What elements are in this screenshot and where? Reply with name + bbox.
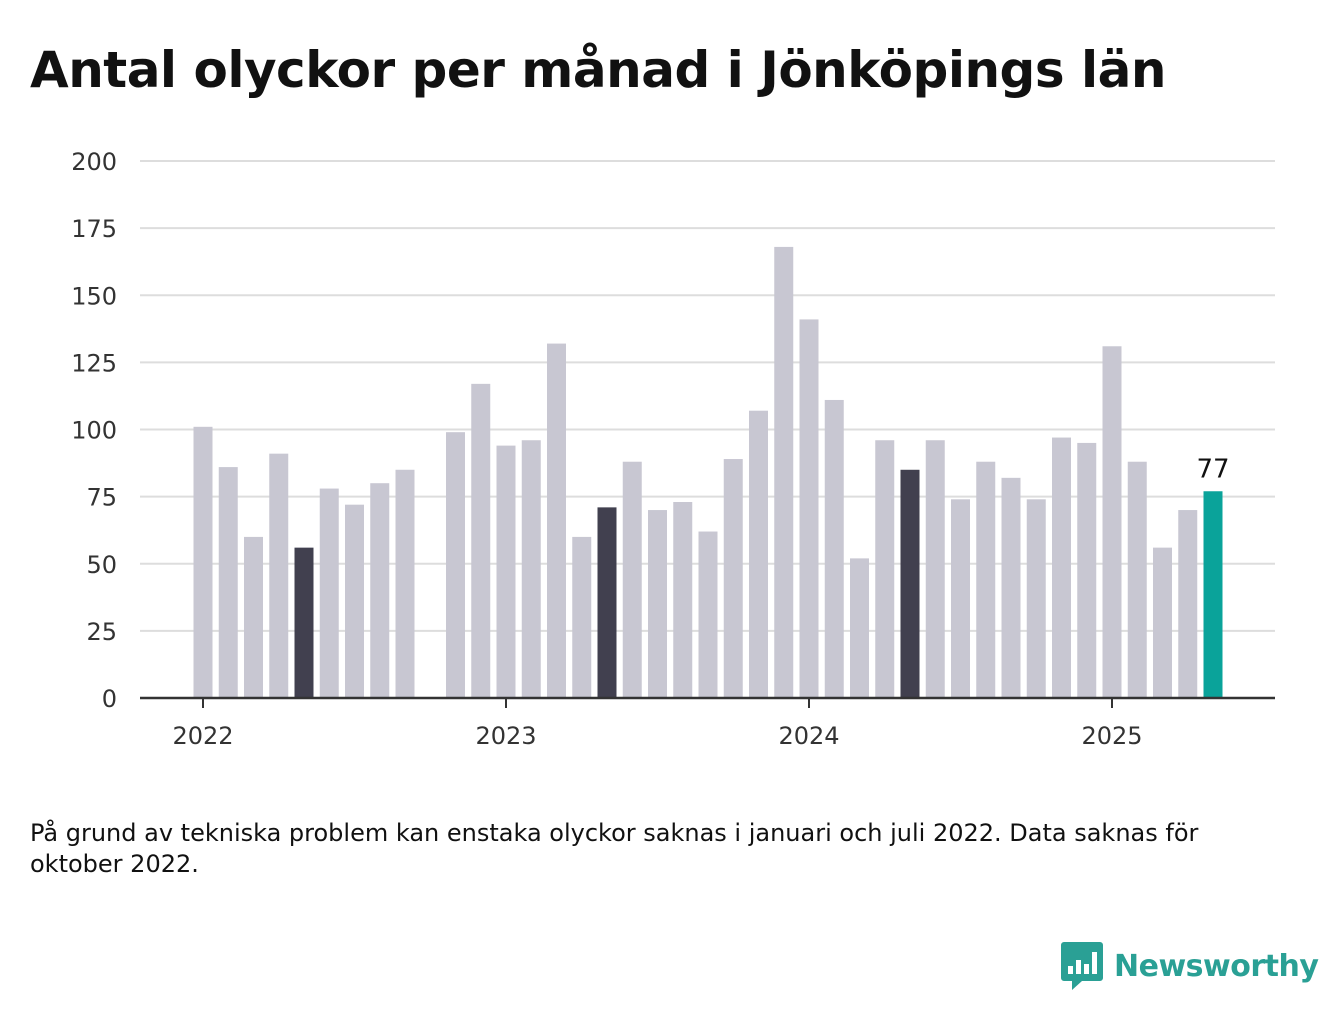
bar-2024-03 — [850, 558, 869, 698]
bar-2022-09 — [395, 469, 415, 698]
bar-2024-04 — [875, 440, 895, 698]
y-tick-label: 150 — [71, 282, 117, 310]
bar-2023-10 — [723, 459, 743, 698]
page-title: Antal olyckor per månad i Jönköpings län — [30, 41, 1166, 99]
bar-2022-04 — [269, 453, 289, 698]
bar-2024-02 — [824, 399, 844, 698]
bar-2022-06 — [319, 488, 339, 698]
bar-2022-05 — [294, 547, 314, 698]
bar-2022-07 — [345, 504, 364, 698]
y-tick-label: 75 — [86, 484, 117, 512]
y-tick-label: 125 — [71, 349, 117, 377]
bar-2022-12 — [471, 383, 491, 698]
bar-2023-07 — [648, 510, 667, 698]
y-axis-ticks: 0 25 50 75 100 125 150 175 200 — [71, 148, 117, 713]
bar-2023-05 — [597, 507, 617, 698]
bars — [193, 246, 1223, 699]
brand-logo[interactable]: Newsworthy — [1060, 936, 1319, 996]
bar-2022-11 — [446, 432, 465, 698]
y-tick-label: 50 — [86, 551, 117, 579]
y-tick-label: 175 — [71, 215, 117, 243]
bar-2025-04 — [1178, 510, 1198, 698]
bar-2024-11 — [1052, 437, 1071, 698]
bar-2023-04 — [572, 536, 592, 698]
bar-2024-08 — [976, 461, 996, 698]
bar-2023-08 — [673, 501, 693, 698]
bar-2023-09 — [698, 531, 718, 698]
data-labels: 77 — [1196, 454, 1229, 484]
bar-2024-06 — [925, 440, 945, 698]
bar-2025-01 — [1102, 346, 1122, 698]
bar-2023-02 — [521, 440, 541, 698]
bar-2024-05 — [900, 469, 920, 698]
bar-2025-05 — [1203, 491, 1223, 698]
x-axis-ticks: 2022 2023 2024 2025 — [172, 698, 1143, 750]
bar-2023-12 — [774, 246, 794, 699]
footnote: På grund av tekniska problem kan enstaka… — [30, 819, 1199, 878]
bar-2025-03 — [1153, 547, 1172, 698]
brand-name: Newsworthy — [1114, 948, 1319, 984]
bar-2024-09 — [1001, 477, 1021, 698]
y-tick-label: 0 — [102, 685, 117, 713]
bar-2022-01 — [193, 426, 213, 698]
x-tick-label-2022: 2022 — [172, 722, 233, 750]
bar-2022-08 — [370, 483, 390, 698]
bar-2023-03 — [547, 343, 566, 698]
bar-2023-01 — [496, 445, 516, 698]
bar-2024-07 — [951, 499, 970, 698]
x-tick-label-2024: 2024 — [778, 722, 839, 750]
bar-2024-01 — [799, 319, 819, 698]
bar-2024-12 — [1077, 442, 1097, 698]
y-tick-label: 25 — [86, 618, 117, 646]
bar-2023-06 — [622, 461, 642, 698]
newsworthy-logo-icon — [1061, 942, 1103, 990]
y-tick-label: 100 — [71, 417, 117, 445]
bar-2023-11 — [749, 410, 768, 698]
x-tick-label-2025: 2025 — [1081, 722, 1142, 750]
data-label-2025-05: 77 — [1196, 454, 1229, 484]
y-tick-label: 200 — [71, 148, 117, 176]
bar-2025-02 — [1127, 461, 1147, 698]
bar-2022-03 — [244, 536, 263, 698]
bar-2022-02 — [218, 467, 238, 698]
x-tick-label-2023: 2023 — [475, 722, 536, 750]
bar-2024-10 — [1026, 499, 1046, 698]
